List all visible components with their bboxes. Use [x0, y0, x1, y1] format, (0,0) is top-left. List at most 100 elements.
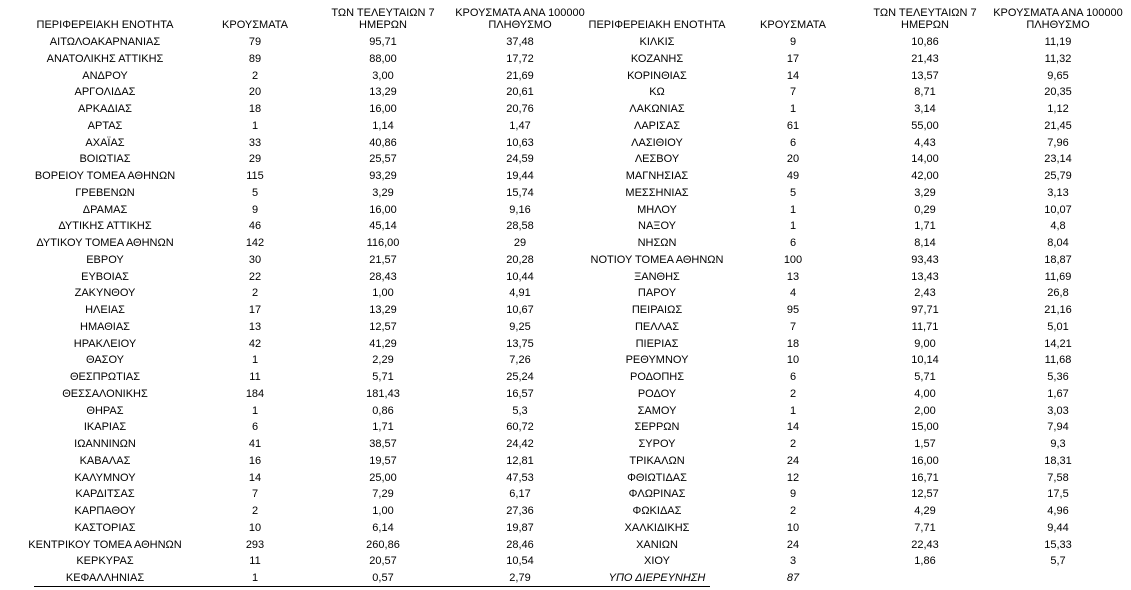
region-name: ΔΡΑΜΑΣ [82, 203, 128, 216]
table-cell: 16,00 [911, 454, 939, 467]
table-cell: 21,69 [506, 69, 534, 82]
region-name: ΒΟΡΕΙΟΥ ΤΟΜΕΑ ΑΘΗΝΩΝ [34, 170, 176, 182]
table-cell: 1,47 [509, 119, 531, 132]
table-cell: 2 [251, 69, 259, 82]
table-cell: 17 [248, 304, 262, 316]
region-name: ΙΚΑΡΙΑΣ [83, 421, 127, 434]
region-name: ΝΗΣΩΝ [637, 237, 677, 249]
table-cell: 6 [789, 237, 797, 249]
table-cell: 28,58 [506, 220, 534, 233]
column-header: ΤΩΝ ΤΕΛΕΥΤΑΙΩΝ 7 ΗΜΕΡΩΝ [873, 7, 977, 31]
region-name: ΡΕΘΥΜΝΟΥ [625, 354, 689, 367]
region-name: ΝΟΤΙΟΥ ΤΟΜΕΑ ΑΘΗΝΩΝ [590, 253, 724, 266]
table-cell: 14,21 [1044, 337, 1072, 350]
region-name: ΙΩΑΝΝΙΝΩΝ [74, 438, 136, 450]
table-cell: 25,24 [506, 371, 534, 383]
table-cell: 3,14 [914, 103, 936, 115]
table-cell: 79 [248, 36, 262, 48]
table-cell: 26,8 [1047, 287, 1069, 300]
region-name: ΘΗΡΑΣ [86, 404, 124, 417]
region-name: ΑΡΤΑΣ [87, 119, 123, 132]
table-cell: 15,74 [506, 186, 534, 199]
region-name: ΖΑΚΥΝΘΟΥ [74, 287, 136, 300]
table-cell: 17 [786, 52, 800, 65]
table-cell: 45,14 [369, 220, 397, 233]
region-name: ΑΡΚΑΔΙΑΣ [78, 103, 132, 115]
table-cell: 4,96 [1047, 505, 1069, 517]
region-name: ΚΑΒΑΛΑΣ [79, 454, 131, 467]
table-cell: 2 [789, 387, 797, 400]
region-name: ΦΛΩΡΙΝΑΣ [628, 488, 686, 501]
table-cell: 16,57 [506, 387, 534, 400]
table-cell: 3,13 [1047, 186, 1069, 199]
table-cell: 11,69 [1044, 270, 1072, 283]
region-name: ΜΑΓΝΗΣΙΑΣ [625, 170, 689, 182]
region-name: ΑΝΑΤΟΛΙΚΗΣ ΑΤΤΙΚΗΣ [46, 52, 164, 65]
table-cell: 16 [248, 454, 262, 467]
table-cell: 38,57 [369, 438, 397, 450]
table-cell: 20,28 [506, 253, 534, 266]
column-header: ΤΩΝ ΤΕΛΕΥΤΑΙΩΝ 7 ΗΜΕΡΩΝ [331, 7, 435, 31]
table-cell: 1 [251, 354, 259, 367]
table-cell: 181,43 [366, 387, 400, 400]
region-name: ΠΕΛΛΑΣ [634, 320, 680, 333]
table-cell: 1,14 [372, 119, 394, 132]
table-cell: 1 [251, 404, 259, 417]
table-cell: 2 [789, 438, 797, 450]
table-cell: 10,44 [506, 270, 534, 283]
table-cell: 1,00 [372, 287, 394, 300]
table-cell: 25,79 [1044, 170, 1072, 182]
column-header: ΚΡΟΥΣΜΑΤΑ ΑΝΑ 100000 ΠΛΗΘΥΣΜΟ [455, 7, 585, 31]
region-name: ΗΡΑΚΛΕΙΟΥ [73, 337, 137, 350]
region-name: ΚΟΡΙΝΘΙΑΣ [627, 69, 687, 82]
table-cell: 13 [248, 320, 262, 333]
region-name: ΓΡΕΒΕΝΩΝ [75, 186, 135, 199]
region-name: ΑΧΑΪΑΣ [85, 136, 125, 149]
region-name: ΜΗΛΟΥ [637, 203, 677, 216]
table-cell: 10,63 [506, 136, 534, 149]
table-rule [34, 586, 710, 587]
table-cell: 20 [786, 153, 800, 166]
table-cell: 11 [249, 555, 261, 568]
table-cell: 95,71 [369, 36, 397, 48]
table-cell: 87 [786, 572, 800, 584]
table-cell: 19,57 [369, 454, 397, 467]
table-cell: 14 [786, 421, 800, 434]
table-cell: 6,17 [509, 488, 531, 501]
table-cell: 9,65 [1047, 69, 1069, 82]
region-name: ΑΝΔΡΟΥ [82, 69, 128, 82]
table-cell: 0,57 [372, 572, 394, 584]
region-name: ΕΥΒΟΙΑΣ [81, 270, 129, 283]
table-cell: 28,43 [369, 270, 397, 283]
table-cell: 1 [251, 119, 259, 132]
table-cell: 93,43 [911, 253, 939, 266]
table-cell: 24 [786, 538, 800, 551]
region-name: ΗΛΕΙΑΣ [85, 304, 125, 316]
table-cell: 13,43 [911, 270, 939, 283]
table-cell: 2,43 [914, 287, 936, 300]
region-name: ΦΩΚΙΔΑΣ [632, 505, 682, 517]
column-header: ΠΕΡΙΦΕΡΕΙΑΚΗ ΕΝΟΤΗΤΑ [588, 19, 726, 31]
table-cell: 5,7 [1050, 555, 1066, 568]
table-cell: 14 [786, 69, 800, 82]
table-cell: 115 [246, 170, 264, 182]
table-cell: 1 [789, 404, 797, 417]
table-cell: 6,14 [372, 521, 394, 534]
table-cell: 3,29 [372, 186, 394, 199]
region-name: ΠΑΡΟΥ [637, 287, 677, 300]
table-cell: 9,00 [914, 337, 936, 350]
region-name: ΔΥΤΙΚΟΥ ΤΟΜΕΑ ΑΘΗΝΩΝ [36, 237, 174, 249]
region-name: ΞΑΝΘΗΣ [634, 270, 680, 283]
column-header: ΠΕΡΙΦΕΡΕΙΑΚΗ ΕΝΟΤΗΤΑ [36, 19, 174, 31]
table-cell: 7 [789, 86, 797, 99]
column-header: ΚΡΟΥΣΜΑΤΑ [760, 19, 826, 31]
table-cell: 4 [789, 287, 797, 300]
table-cell: 14,00 [911, 153, 939, 166]
table-cell: 293 [245, 538, 265, 551]
region-name: ΘΑΣΟΥ [85, 354, 125, 367]
table-cell: 10 [786, 521, 800, 534]
table-cell: 10 [248, 521, 262, 534]
table-cell: 29 [513, 237, 527, 249]
table-cell: 9,44 [1047, 521, 1069, 534]
region-name: ΕΒΡΟΥ [86, 253, 124, 266]
